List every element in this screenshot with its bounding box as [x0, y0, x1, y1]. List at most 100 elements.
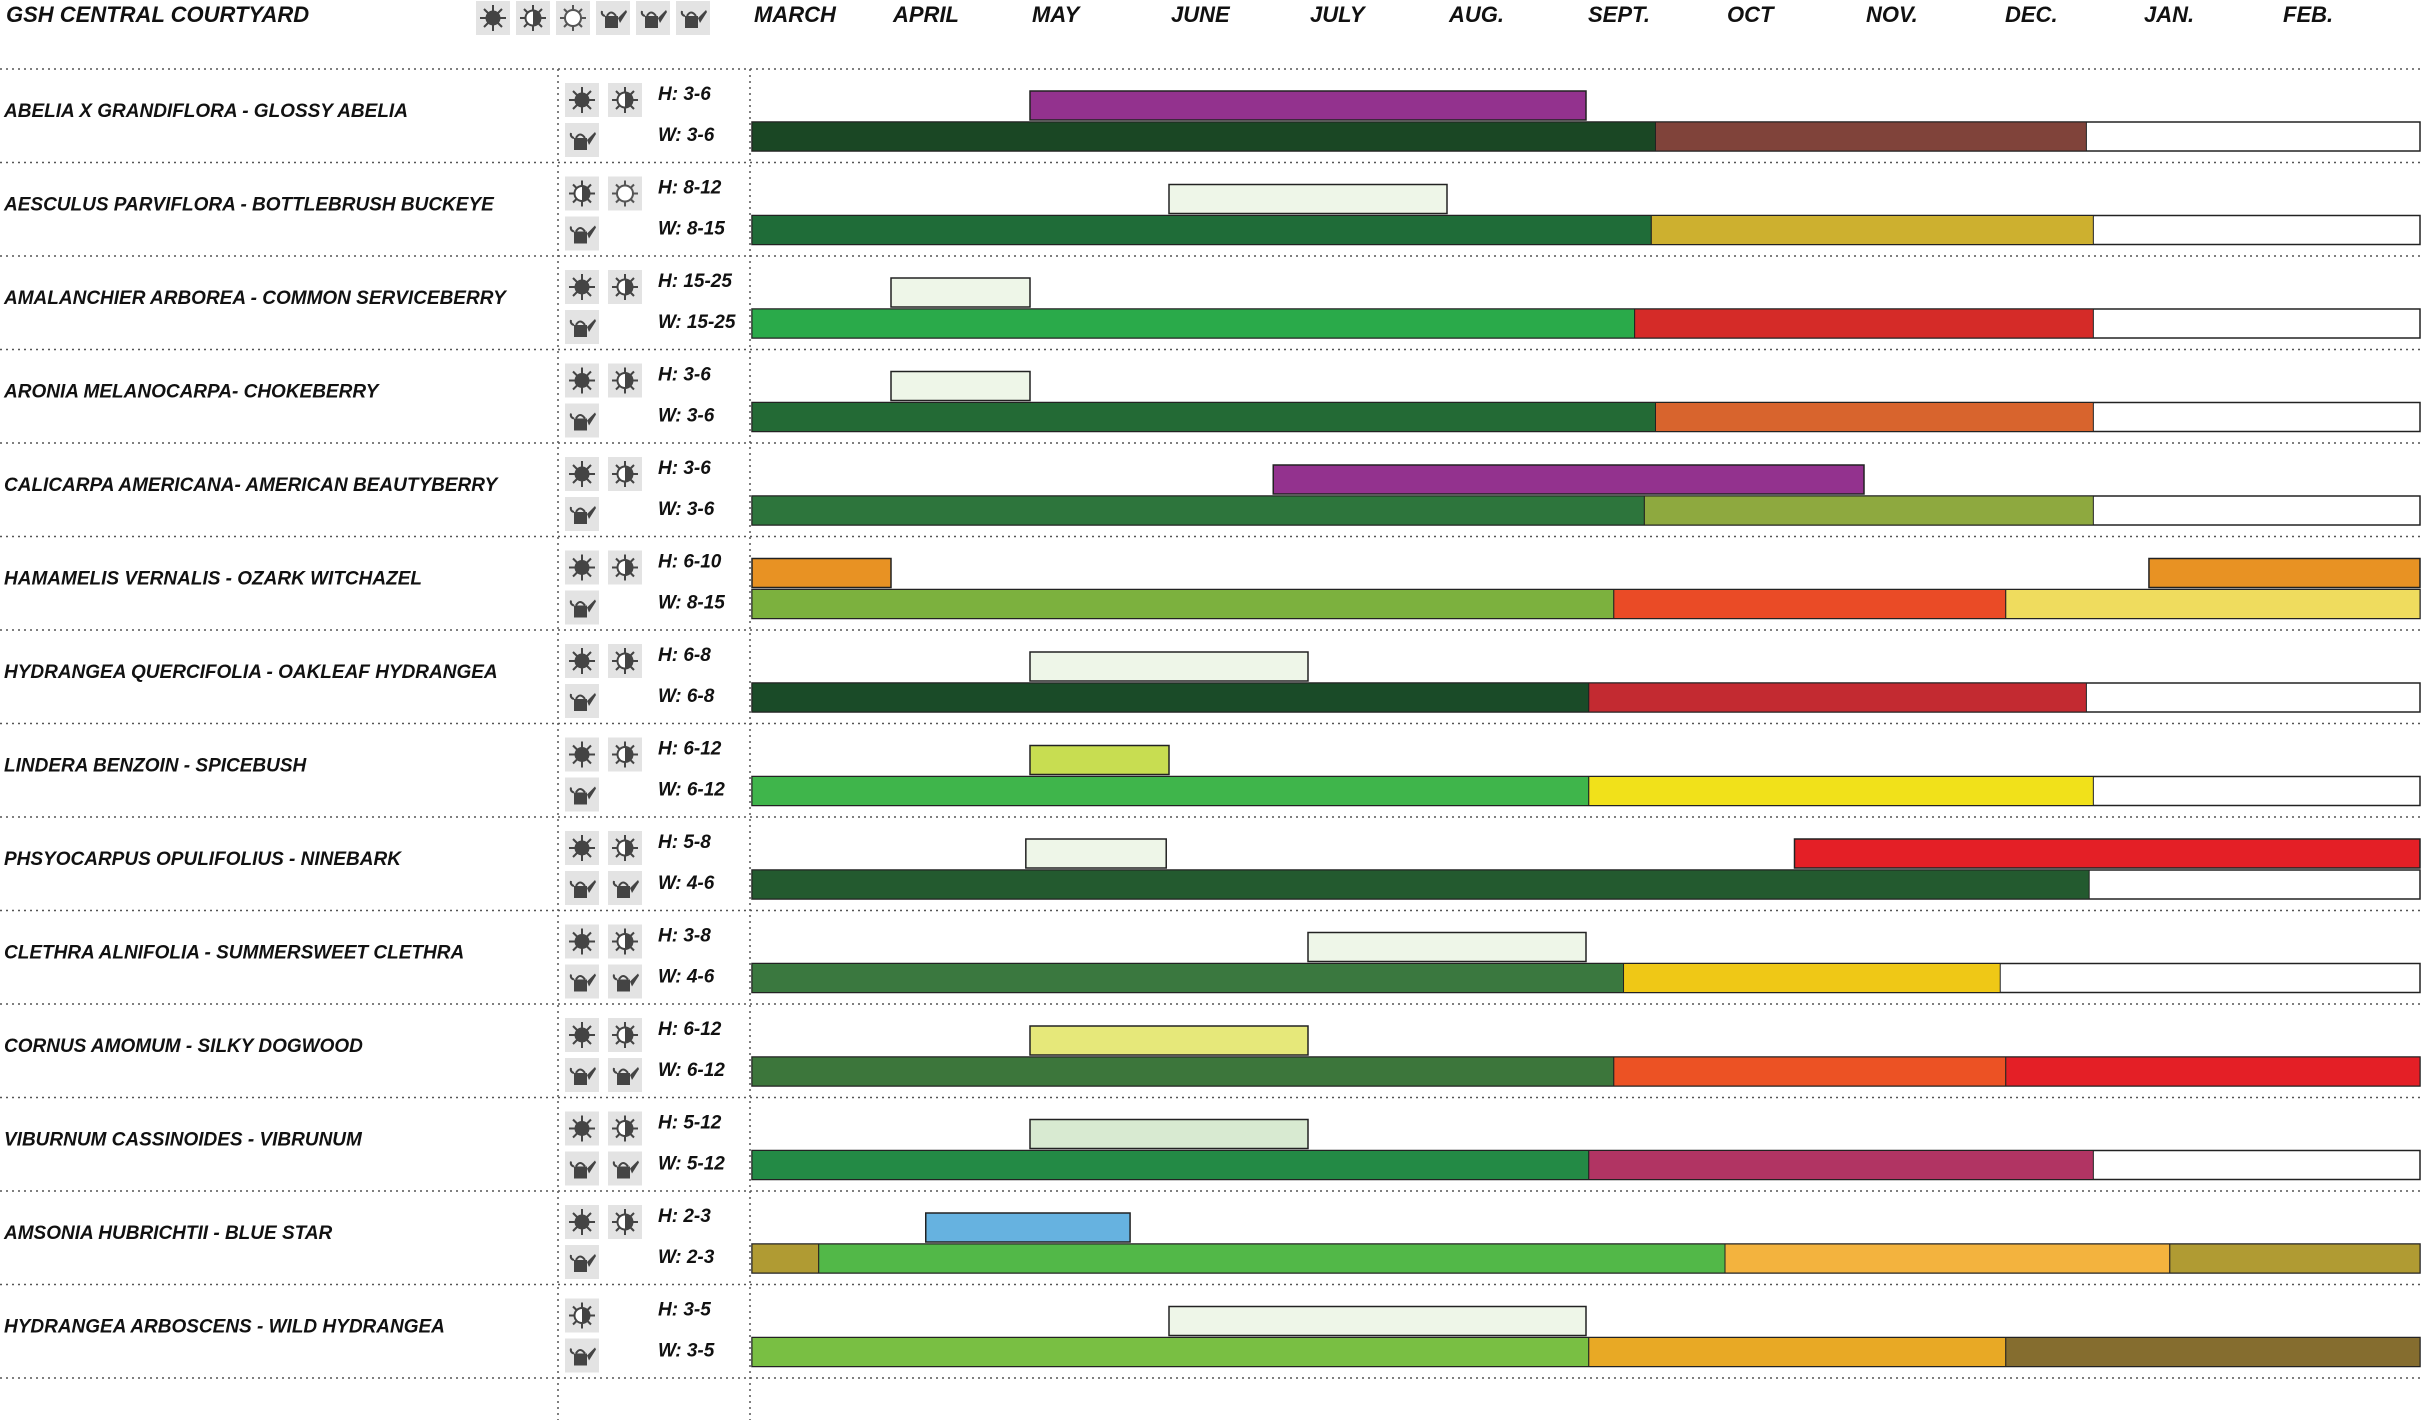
month-label: FEB.	[2283, 2, 2333, 27]
foliage-bar	[1643, 495, 2094, 526]
bloom-bar	[1025, 838, 1167, 869]
width-label: W: 4-6	[658, 873, 715, 894]
foliage-bar	[751, 1337, 1590, 1367]
sun-icon	[565, 1018, 599, 1052]
height-label: H: 15-25	[658, 271, 732, 292]
bloom-bar	[925, 1212, 1131, 1243]
plant-name: VIBURNUM CASSINOIDES - VIBRUNUM	[4, 1130, 363, 1151]
partial-sun-icon	[608, 270, 642, 304]
partial-sun-icon	[608, 1111, 642, 1146]
foliage-bar	[1650, 215, 2094, 245]
watering-can-icon	[608, 1151, 642, 1186]
height-label: H: 3-6	[658, 84, 711, 105]
plant-row: CORNUS AMOMUM - SILKY DOGWOOD H: 6-12 W: 6…	[4, 1018, 2421, 1092]
plant-row: AESCULUS PARVIFLORA - BOTTLEBRUSH BUCKEY…	[3, 176, 2421, 251]
sun-icon	[565, 737, 599, 772]
foliage-bar	[751, 121, 1656, 152]
partial-sun-icon	[608, 83, 642, 117]
plant-name: CLETHRA ALNIFOLIA - SUMMERSWEET CLETHRA	[4, 943, 464, 964]
plant-row: CALICARPA AMERICANA- AMERICAN BEAUTYBERR…	[4, 457, 2421, 531]
partial-sun-icon	[608, 1205, 642, 1239]
width-label: W: 4-6	[658, 967, 715, 988]
sun-icon	[565, 1111, 599, 1146]
watering-can-icon	[565, 497, 599, 531]
foliage-bar	[1655, 121, 2087, 152]
sun-icon	[565, 270, 599, 304]
bloom-bar	[1029, 1118, 1309, 1150]
watering-can-icon	[565, 964, 599, 999]
foliage-bar	[751, 682, 1590, 713]
sun-icon	[565, 363, 599, 398]
sun-icon	[565, 924, 599, 959]
month-label: JULY	[1310, 2, 1367, 27]
shade-icon	[556, 1, 590, 35]
plant-name: CORNUS AMOMUM - SILKY DOGWOOD	[4, 1036, 363, 1057]
month-label: APRIL	[892, 2, 959, 27]
watering-can-icon	[565, 777, 599, 812]
foliage-bar	[751, 963, 1625, 993]
watering-can-icon	[608, 871, 642, 905]
month-label: AUG.	[1448, 2, 1504, 27]
partial-sun-icon	[608, 644, 642, 678]
plant-name: AMSONIA HUBRICHTII - BLUE STAR	[3, 1223, 333, 1244]
width-label: W: 2-3	[658, 1247, 715, 1268]
height-label: H: 3-6	[658, 458, 711, 479]
plant-row: AMSONIA HUBRICHTII - BLUE STAR H: 2-3 W: 2…	[3, 1205, 2421, 1279]
foliage-bar	[1634, 308, 2094, 339]
foliage-bar	[1588, 1150, 2094, 1180]
watering-can-icon	[565, 871, 599, 905]
foliage-bar	[751, 776, 1590, 806]
foliage-bar	[751, 402, 1656, 432]
watering-can-icon	[565, 1245, 599, 1279]
plant-row: AMALANCHIER ARBOREA - COMMON SERVICEBERR…	[3, 270, 2421, 344]
foliage-bar	[1623, 963, 2001, 993]
month-label: MAY	[1032, 2, 1082, 27]
watering-can-icon	[565, 1151, 599, 1186]
partial-sun-icon	[516, 1, 550, 35]
width-label: W: 5-12	[658, 1154, 725, 1175]
height-label: H: 8-12	[658, 178, 722, 199]
watering-can-icon	[636, 1, 670, 35]
foliage-bar	[1613, 589, 2007, 619]
plant-name: HAMAMELIS VERNALIS - OZARK WITCHAZEL	[4, 569, 422, 590]
header-icons	[476, 1, 710, 35]
plant-row: ABELIA X GRANDIFLORA - GLOSSY ABELIA H: 3…	[3, 83, 2421, 157]
width-label: W: 6-12	[658, 780, 725, 801]
sun-icon	[565, 1205, 599, 1239]
plant-row: ARONIA MELANOCARPA- CHOKEBERRY H: 3-6 W: 3…	[3, 363, 2421, 438]
width-label: W: 3-6	[658, 406, 715, 427]
plant-row: LINDERA BENZOIN - SPICEBUSH H: 6-12 W: 6-1…	[4, 737, 2421, 812]
sun-icon	[565, 831, 599, 865]
plant-name: ARONIA MELANOCARPA- CHOKEBERRY	[3, 382, 381, 403]
watering-can-icon	[565, 216, 599, 251]
sun-icon	[565, 550, 599, 585]
height-label: H: 6-12	[658, 1019, 722, 1040]
width-label: W: 6-8	[658, 686, 715, 707]
foliage-bar	[1588, 776, 2094, 806]
foliage-bar	[2005, 589, 2421, 619]
partial-sun-icon	[565, 1298, 599, 1333]
height-label: H: 5-8	[658, 832, 711, 853]
partial-sun-icon	[608, 737, 642, 772]
partial-sun-icon	[608, 363, 642, 398]
month-label: MARCH	[754, 2, 837, 27]
bloom-bar	[890, 277, 1031, 308]
shade-icon	[608, 176, 642, 211]
bloom-bar	[1029, 90, 1587, 121]
plant-name: CALICARPA AMERICANA- AMERICAN BEAUTYBERR…	[4, 475, 500, 496]
plant-name: LINDERA BENZOIN - SPICEBUSH	[4, 756, 308, 777]
foliage-bar	[751, 589, 1615, 619]
sun-icon	[565, 83, 599, 117]
watering-can-icon	[565, 1058, 599, 1092]
partial-sun-icon	[608, 1018, 642, 1052]
height-label: H: 2-3	[658, 1206, 711, 1227]
foliage-bar	[751, 495, 1645, 526]
month-label: SEPT.	[1588, 2, 1650, 27]
bloom-bar	[1029, 1025, 1309, 1056]
height-label: H: 6-10	[658, 552, 722, 573]
width-label: W: 6-12	[658, 1060, 725, 1081]
width-label: W: 15-25	[658, 312, 736, 333]
height-label: H: 3-8	[658, 926, 711, 947]
height-label: H: 6-12	[658, 739, 722, 760]
